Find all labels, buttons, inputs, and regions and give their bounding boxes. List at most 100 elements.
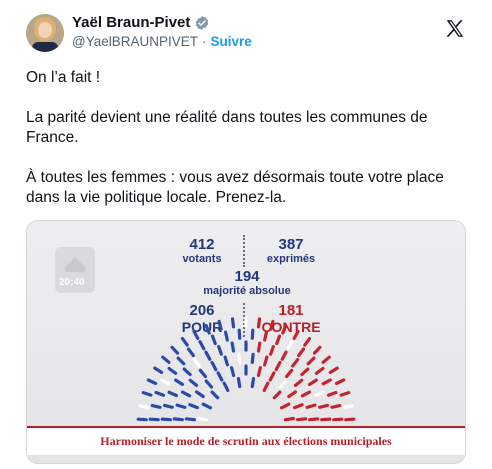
seat-mark — [330, 404, 342, 409]
seat-mark — [342, 404, 354, 409]
seat-mark — [293, 378, 304, 387]
seat-mark — [184, 417, 196, 422]
seat-mark — [210, 360, 218, 372]
seat-mark — [305, 403, 317, 409]
seat-mark — [280, 350, 288, 361]
seat-mark — [262, 381, 270, 392]
seat-mark — [250, 328, 255, 340]
tv-channel-logo-icon — [55, 247, 95, 293]
seat-mark — [204, 379, 214, 389]
seat-mark — [176, 356, 186, 366]
seat-mark — [192, 358, 201, 368]
contre-stat: 181 CONTRE — [253, 302, 329, 336]
seat-mark — [204, 323, 211, 335]
pour-value: 206 — [189, 302, 215, 319]
seat-mark — [224, 330, 229, 342]
tweet-media[interactable]: 20:40 412 votants 387 exprimés 194 major… — [26, 220, 466, 464]
seat-mark — [272, 390, 282, 400]
exprimes-stat: 387 exprimés — [251, 236, 331, 266]
seat-mark — [198, 368, 207, 379]
seat-mark — [186, 347, 195, 358]
seat-mark — [278, 379, 288, 389]
seat-mark — [314, 366, 325, 375]
author-handle[interactable]: @YaelBRAUNPIVET — [72, 34, 198, 49]
seat-mark — [287, 390, 297, 399]
x-logo-icon[interactable] — [444, 18, 466, 40]
seat-mark — [296, 417, 308, 422]
seat-mark — [269, 344, 275, 356]
seat-mark — [230, 366, 236, 378]
seat-mark — [180, 390, 192, 398]
seat-mark — [250, 377, 256, 389]
seat-mark — [263, 355, 269, 367]
votants-stat: 412 votants — [167, 236, 237, 266]
votants-value: 412 — [189, 236, 215, 253]
seat-mark — [291, 358, 300, 368]
seat-mark — [167, 366, 178, 375]
seat-mark — [192, 329, 200, 341]
seat-mark — [237, 352, 242, 364]
exprimes-value: 387 — [278, 236, 304, 253]
seat-mark — [339, 391, 351, 397]
majorite-stat: 194 majorité absolue — [187, 269, 307, 298]
seat-mark — [308, 417, 320, 422]
seat-mark — [321, 355, 331, 364]
seat-mark — [153, 366, 164, 374]
seat-mark — [204, 350, 212, 361]
seat-mark — [217, 344, 223, 356]
seat-mark — [292, 329, 300, 341]
tv-clock: 20:40 — [59, 277, 85, 288]
pour-label: POUR — [181, 319, 223, 335]
seat-mark — [237, 328, 242, 340]
seat-mark — [274, 360, 282, 372]
seat-mark — [297, 347, 306, 358]
seat-mark — [198, 340, 206, 351]
seat-mark — [136, 417, 148, 422]
seat-mark — [167, 390, 178, 398]
seat-mark — [285, 368, 294, 379]
seat-mark — [188, 378, 199, 387]
seat-mark — [170, 345, 180, 355]
seat-mark — [250, 352, 255, 364]
seat-mark — [334, 378, 346, 385]
vote-caption: Harmoniser le mode de scrutin aux électi… — [27, 426, 465, 455]
seat-mark — [148, 417, 160, 422]
seat-mark — [154, 390, 166, 397]
hemicycle-seat-chart — [136, 316, 356, 422]
seat-mark — [320, 417, 332, 422]
seat-mark — [280, 402, 291, 410]
seat-mark — [217, 319, 223, 331]
seat-mark — [172, 417, 184, 422]
seat-mark — [236, 377, 242, 389]
seat-mark — [230, 341, 236, 353]
seat-mark — [197, 416, 209, 422]
seat-mark — [275, 334, 282, 346]
seat-mark — [160, 417, 172, 422]
seat-mark — [222, 381, 230, 392]
seat-mark — [293, 403, 304, 410]
seat-mark — [138, 404, 150, 409]
seat-mark — [286, 340, 294, 351]
seat-mark — [321, 378, 332, 386]
verified-badge-icon — [196, 15, 209, 30]
follow-button[interactable]: Suivre — [210, 34, 252, 49]
seat-mark — [256, 317, 262, 329]
tweet-paragraph-3: À toutes les femmes : vous avez désormai… — [26, 169, 444, 206]
seat-mark — [161, 355, 171, 364]
seat-mark — [344, 417, 356, 422]
seat-mark — [318, 403, 329, 409]
seat-mark — [188, 403, 199, 410]
avatar[interactable] — [26, 14, 64, 52]
seat-mark — [210, 334, 217, 346]
seat-mark — [216, 371, 224, 382]
seat-mark — [256, 341, 262, 353]
seat-mark — [281, 323, 288, 335]
exprimes-label: exprimés — [266, 253, 316, 265]
tweet-paragraph-1: On l’a fait ! — [26, 69, 101, 86]
author-name[interactable]: Yaël Braun-Pivet — [72, 14, 191, 31]
contre-value: 181 — [278, 302, 304, 319]
seat-mark — [308, 378, 318, 386]
tweet-text: On l’a fait ! La parité devient une réal… — [26, 68, 466, 228]
seat-mark — [303, 336, 312, 347]
